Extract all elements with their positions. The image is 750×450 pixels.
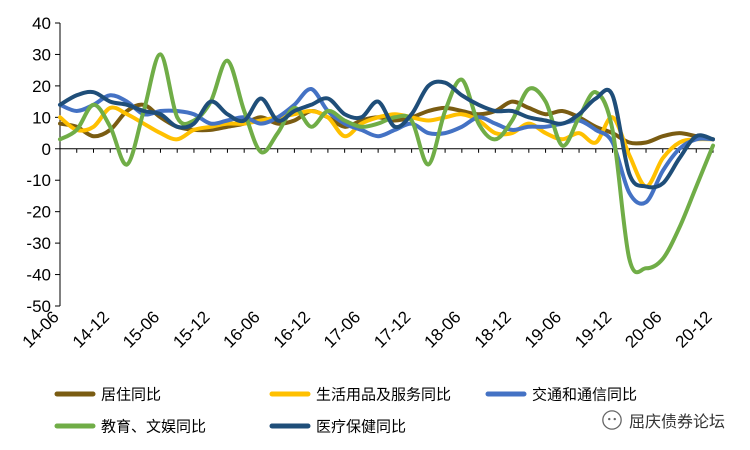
x-tick-label: 20-12 [672, 307, 716, 351]
series-line-4 [58, 52, 715, 275]
y-tick-label: -20 [26, 203, 51, 222]
wechat-icon [602, 410, 622, 430]
legend-label: 居住同比 [101, 386, 161, 404]
x-tick-label: 19-12 [571, 307, 615, 351]
legend-label: 教育、文娱同比 [101, 418, 206, 436]
legend-label: 交通和通信同比 [532, 386, 637, 404]
y-tick-label: 20 [32, 77, 51, 96]
x-tick-label: 15-12 [169, 307, 213, 351]
series-line-3 [58, 87, 715, 206]
x-tick-label: 17-12 [370, 307, 414, 351]
x-tick-label: 19-06 [521, 307, 565, 351]
legend-label: 医疗保健同比 [316, 418, 406, 436]
watermark-text: 屈庆债券论坛 [629, 412, 726, 431]
x-tick-label: 17-06 [320, 307, 364, 351]
x-tick-label: 18-06 [420, 307, 464, 351]
x-tick-label: 16-06 [220, 307, 264, 351]
y-tick-label: 30 [32, 45, 51, 64]
x-tick-label: 14-12 [69, 307, 113, 351]
y-tick-label: 10 [32, 108, 51, 127]
x-tick-label: 20-06 [621, 307, 665, 351]
y-tick-label: -50 [26, 297, 51, 316]
x-tick-label: 16-12 [270, 307, 314, 351]
watermark: 屈庆债券论坛 [601, 408, 725, 432]
y-tick-label: -40 [26, 266, 51, 285]
legend-label: 生活用品及服务同比 [316, 386, 451, 404]
y-tick-label: -10 [26, 171, 51, 190]
y-tick-label: -30 [26, 234, 51, 253]
x-tick-label: 15-06 [119, 307, 163, 351]
y-tick-label: 40 [32, 14, 51, 33]
series-line-5 [58, 79, 715, 190]
series-layer [58, 52, 715, 275]
x-tick-label: 18-12 [471, 307, 515, 351]
y-tick-label: 0 [42, 140, 51, 159]
